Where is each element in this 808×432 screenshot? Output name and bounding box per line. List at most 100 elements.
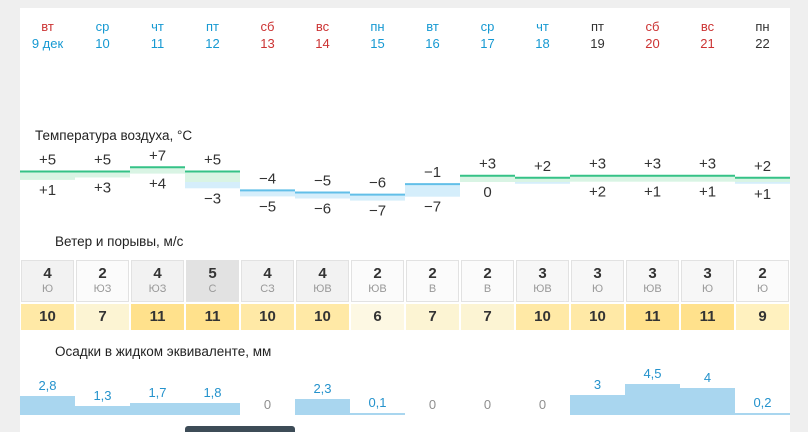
- wind-gust-value: 10: [241, 304, 294, 330]
- precip-column-14: 0,2: [735, 365, 790, 415]
- temp-max-label: +3: [589, 156, 606, 173]
- temp-min-label: −3: [204, 190, 221, 207]
- temp-min-label: −6: [314, 201, 331, 218]
- precip-value-label: 2,8: [38, 377, 57, 393]
- day-name: пн: [755, 19, 770, 34]
- precip-bar: [570, 394, 625, 415]
- precip-value-label: 0: [538, 397, 547, 412]
- wind-speed-value: 4: [153, 265, 162, 282]
- wind-speed-cell: 3 ЮВ: [516, 260, 569, 302]
- day-column-3[interactable]: чт 11: [130, 8, 185, 51]
- temp-band-negative: [240, 190, 295, 197]
- day-column-9[interactable]: ср 17: [460, 8, 515, 51]
- temp-max-label: +5: [39, 152, 56, 169]
- temp-band-negative: [350, 194, 405, 201]
- day-column-8[interactable]: вт 16: [405, 8, 460, 51]
- wind-speed-cell: 4 СЗ: [241, 260, 294, 302]
- wind-direction-label: ЮЗ: [148, 283, 167, 295]
- wind-speed-cell: 2 ЮВ: [351, 260, 404, 302]
- temp-max-label: +2: [754, 158, 771, 175]
- temp-min-label: +2: [589, 184, 606, 201]
- day-column-6[interactable]: вс 14: [295, 8, 350, 51]
- precip-value-label: 0,1: [368, 395, 387, 410]
- day-column-11: пт 19: [570, 8, 625, 51]
- day-date: 17: [480, 36, 495, 51]
- precip-bar: [295, 399, 350, 415]
- temp-min-label: −7: [424, 199, 441, 216]
- wind-direction-label: ЮЗ: [93, 283, 112, 295]
- precip-column-1: 2,8: [20, 365, 75, 415]
- wind-gust-value: 11: [681, 304, 734, 330]
- temp-band-positive: [130, 167, 185, 174]
- precip-value-label: 0: [483, 397, 492, 412]
- wind-column-1: 4 Ю 10: [20, 260, 75, 330]
- day-column-4[interactable]: пт 12: [185, 8, 240, 51]
- precip-value-label: 1,8: [203, 384, 222, 400]
- day-name: вт: [41, 19, 54, 34]
- precip-value-label: 1,7: [148, 385, 167, 401]
- temp-min-label: +1: [39, 182, 56, 199]
- precip-value-label: 0: [428, 397, 437, 412]
- day-column-12[interactable]: сб 20: [625, 8, 680, 51]
- wind-speed-value: 3: [538, 265, 547, 282]
- precip-value-label: 4,5: [643, 366, 662, 382]
- day-column-7[interactable]: пн 15: [350, 8, 405, 51]
- precip-column-10: 0: [515, 365, 570, 415]
- wind-speed-value: 2: [758, 265, 767, 282]
- precip-bar: [735, 413, 790, 415]
- temp-max-label: −5: [314, 173, 331, 190]
- temp-band-positive: [75, 171, 130, 178]
- wind-speed-cell: 4 ЮВ: [296, 260, 349, 302]
- day-name: чт: [536, 19, 549, 34]
- wind-gust-value: 7: [461, 304, 514, 330]
- temp-band-positive: [515, 177, 570, 182]
- day-column-10[interactable]: чт 18: [515, 8, 570, 51]
- day-name: сб: [645, 19, 660, 34]
- day-date: 10: [95, 36, 110, 51]
- day-name: сб: [260, 19, 275, 34]
- wind-speed-value: 2: [428, 265, 437, 282]
- day-column-5[interactable]: сб 13: [240, 8, 295, 51]
- temp-min-label: −7: [369, 203, 386, 220]
- wind-gust-value: 10: [296, 304, 349, 330]
- day-name: пн: [370, 19, 385, 34]
- temp-min-label: +1: [754, 186, 771, 203]
- day-column-1[interactable]: вт 9 дек: [20, 8, 75, 51]
- temp-min-label: −5: [259, 198, 276, 215]
- precipitation-section-title: Осадки в жидком эквиваленте, мм: [55, 344, 272, 359]
- temp-max-label: −1: [424, 164, 441, 181]
- wind-speed-value: 3: [648, 265, 657, 282]
- wind-column-2: 2 ЮЗ 7: [75, 260, 130, 330]
- temp-band-positive: [735, 177, 790, 182]
- wind-column-10: 3 ЮВ 10: [515, 260, 570, 330]
- precip-column-4: 1,8: [185, 365, 240, 415]
- temp-min-label: 0: [483, 184, 491, 201]
- day-column-2[interactable]: ср 10: [75, 8, 130, 51]
- temp-band-positive: [570, 175, 625, 182]
- day-date: 18: [535, 36, 550, 51]
- precip-bar: [75, 406, 130, 415]
- wind-direction-label: СЗ: [260, 283, 275, 295]
- day-date: 19: [590, 36, 605, 51]
- precip-value-label: 2,3: [313, 381, 332, 397]
- precip-column-7: 0,1: [350, 365, 405, 415]
- temp-max-label: −6: [369, 175, 386, 192]
- precip-column-13: 4: [680, 365, 735, 415]
- wind-speed-value: 2: [98, 265, 107, 282]
- precip-column-11: 3: [570, 365, 625, 415]
- bottom-scrollbar-thumb[interactable]: [185, 426, 295, 432]
- weather-forecast-widget: вт 9 дек ср 10 чт 11 пт 12 сб 13 вс 14 пн 15 вт 16 ср 17 ч…: [20, 8, 790, 432]
- wind-direction-label: ЮВ: [313, 283, 332, 295]
- wind-gust-value: 10: [21, 304, 74, 330]
- precip-bar: [350, 413, 405, 415]
- wind-gust-value: 7: [76, 304, 129, 330]
- day-name: вт: [426, 19, 439, 34]
- day-column-13[interactable]: вс 21: [680, 8, 735, 51]
- precip-column-2: 1,3: [75, 365, 130, 415]
